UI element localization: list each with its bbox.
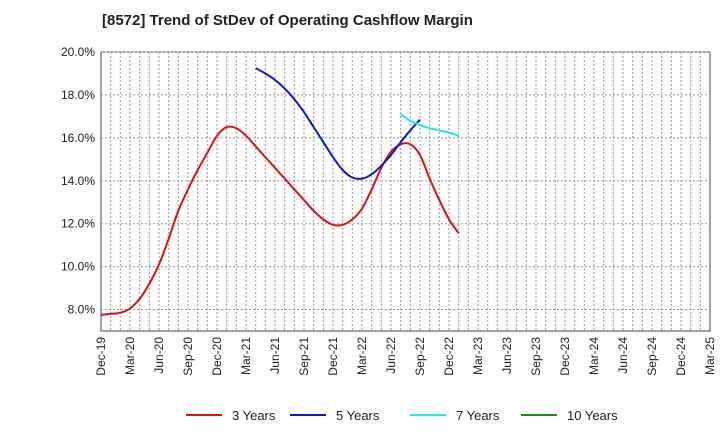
x-tick-label: Sep-24 (645, 337, 659, 376)
chart-title: [8572] Trend of StDev of Operating Cashf… (102, 12, 473, 29)
y-tick-label: 14.0% (61, 174, 95, 188)
x-tick-label: Mar-25 (703, 337, 717, 375)
x-tick-label: Dec-24 (674, 337, 688, 376)
grid-lines (101, 51, 710, 331)
legend-item-10-years: 10 Years (521, 404, 618, 426)
x-tick-label: Dec-19 (94, 337, 108, 376)
series-line-5-years (255, 67, 421, 180)
x-tick-label: Jun-21 (268, 337, 282, 374)
series-line-7-years (400, 113, 460, 137)
x-tick-label: Sep-23 (529, 337, 543, 376)
y-tick-label: 10.0% (61, 260, 95, 274)
y-axis-ticks: 8.0% 10.0% 12.0% 14.0% 16.0% 18.0% 20.0% (61, 45, 95, 317)
legend-label-10-years: 10 Years (567, 407, 618, 423)
x-tick-label: Jun-20 (152, 337, 166, 374)
legend-swatch-3-years (186, 414, 222, 416)
x-tick-label: Mar-21 (239, 337, 253, 375)
series-lines (100, 67, 460, 316)
legend-swatch-10-years (521, 414, 557, 416)
x-tick-label: Mar-20 (123, 337, 137, 375)
x-tick-label: Mar-22 (355, 337, 369, 375)
y-tick-label: 12.0% (61, 217, 95, 231)
x-tick-label: Jun-24 (616, 337, 630, 374)
x-tick-label: Sep-20 (181, 337, 195, 376)
x-tick-label: Dec-21 (326, 337, 340, 376)
x-tick-label: Mar-23 (471, 337, 485, 375)
legend-swatch-5-years (290, 414, 326, 416)
legend-item-7-years: 7 Years (410, 404, 499, 426)
y-tick-label: 8.0% (68, 303, 96, 317)
x-tick-label: Dec-22 (442, 337, 456, 376)
y-tick-label: 16.0% (61, 131, 95, 145)
x-tick-label: Dec-20 (210, 337, 224, 376)
y-tick-label: 18.0% (61, 88, 95, 102)
x-tick-label: Sep-21 (297, 337, 311, 376)
legend-item-3-years: 3 Years (186, 404, 275, 426)
legend-label-5-years: 5 Years (336, 407, 380, 423)
x-tick-label: Sep-22 (413, 337, 427, 376)
legend: 3 Years 5 Years 7 Years 10 Years (0, 404, 720, 426)
x-tick-label: Mar-24 (587, 337, 601, 375)
legend-item-5-years: 5 Years (290, 404, 379, 426)
y-tick-label: 20.0% (61, 45, 95, 59)
x-tick-label: Dec-23 (558, 337, 572, 376)
plot-area (100, 51, 711, 332)
legend-label-3-years: 3 Years (232, 407, 276, 423)
legend-label-7-years: 7 Years (456, 407, 500, 423)
legend-swatch-7-years (410, 414, 446, 416)
x-tick-label: Jun-23 (500, 337, 514, 374)
x-tick-label: Jun-22 (384, 337, 398, 374)
x-axis-ticks: Dec-19 Mar-20 Jun-20 Sep-20 Dec-20 Mar-21 Jun-… (94, 337, 717, 376)
